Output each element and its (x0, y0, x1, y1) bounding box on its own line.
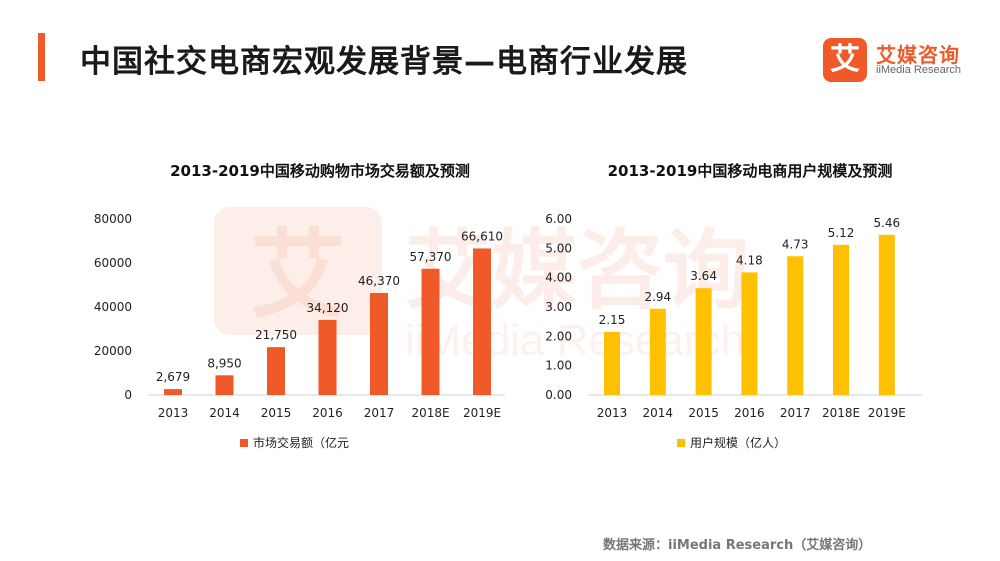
x-tick-label: 2017 (780, 406, 811, 420)
x-tick-label: 2013 (158, 406, 189, 420)
bar (421, 268, 440, 395)
data-label: 46,370 (358, 274, 400, 288)
x-tick-label: 2017 (364, 406, 395, 420)
chart-title-right: 2013-2019中国移动电商用户规模及预测 (607, 162, 893, 180)
y-tick-label: 3.00 (545, 300, 572, 314)
y-tick-label: 80000 (94, 212, 132, 226)
data-label: 5.12 (828, 226, 855, 240)
data-label: 2.94 (644, 290, 671, 304)
bar (473, 248, 491, 395)
y-tick-label: 40000 (94, 300, 132, 314)
y-tick-label: 5.00 (545, 241, 572, 255)
data-label: 5.46 (873, 216, 900, 230)
bar (370, 292, 388, 395)
logo-name-cn: 艾媒咨询 (876, 43, 960, 67)
source-note: 数据来源：iiMedia Research（艾媒咨询） (603, 538, 872, 553)
y-tick-label: 4.00 (545, 271, 572, 285)
bar (695, 288, 712, 395)
data-label: 57,370 (410, 250, 452, 264)
legend-left: 市场交易额（亿元 (240, 434, 349, 451)
x-tick-label: 2018E (411, 406, 449, 420)
y-tick-label: 2.00 (545, 329, 572, 343)
legend-swatch-right (677, 438, 685, 447)
x-tick-label: 2015 (688, 406, 719, 420)
bar (878, 234, 895, 395)
y-tick-label: 1.00 (545, 359, 572, 373)
x-tick-label: 2016 (734, 406, 765, 420)
brand-logo: 艾 艾媒咨询 iiMedia Research (823, 38, 983, 82)
logo-mark: 艾 (823, 38, 867, 82)
data-label: 4.73 (782, 237, 809, 251)
legend-right: 用户规模（亿人） (677, 434, 786, 451)
data-label: 8,950 (207, 356, 241, 370)
x-tick-label: 2014 (209, 406, 240, 420)
logo-name-en: iiMedia Research (876, 64, 961, 76)
x-tick-label: 2016 (312, 406, 343, 420)
legend-swatch-left (240, 438, 248, 447)
x-tick-label: 2019E (868, 406, 906, 420)
bar (318, 319, 337, 395)
x-tick-label: 2019E (463, 406, 501, 420)
y-tick-label: 0.00 (545, 388, 572, 402)
bar (833, 244, 849, 395)
chart-title-left: 2013-2019中国移动购物市场交易额及预测 (170, 162, 470, 180)
page-title: 中国社交电商宏观发展背景—电商行业发展 (80, 44, 688, 80)
y-tick-label: 20000 (94, 344, 132, 358)
legend-label-right: 用户规模（亿人） (690, 436, 787, 450)
x-tick-label: 2015 (261, 406, 292, 420)
bar (741, 272, 758, 395)
data-label: 34,120 (307, 301, 349, 315)
data-label: 21,750 (255, 328, 297, 342)
bar (604, 331, 620, 395)
x-tick-label: 2014 (643, 406, 674, 420)
data-label: 2,679 (156, 370, 190, 384)
x-tick-label: 2018E (822, 406, 860, 420)
bar (267, 347, 285, 395)
legend-label-left: 市场交易额（亿元 (253, 436, 350, 450)
x-tick-label: 2013 (597, 406, 628, 420)
data-label: 66,610 (461, 229, 503, 243)
data-label: 2.15 (599, 313, 626, 327)
bar (649, 308, 666, 395)
y-tick-label: 6.00 (545, 212, 572, 226)
bar (164, 389, 182, 395)
data-label: 3.64 (690, 269, 717, 283)
y-tick-label: 0 (124, 388, 132, 402)
bar (787, 256, 804, 395)
y-tick-label: 60000 (94, 256, 132, 270)
title-accent-bar (38, 33, 45, 81)
bar (215, 375, 234, 395)
data-label: 4.18 (736, 253, 763, 267)
